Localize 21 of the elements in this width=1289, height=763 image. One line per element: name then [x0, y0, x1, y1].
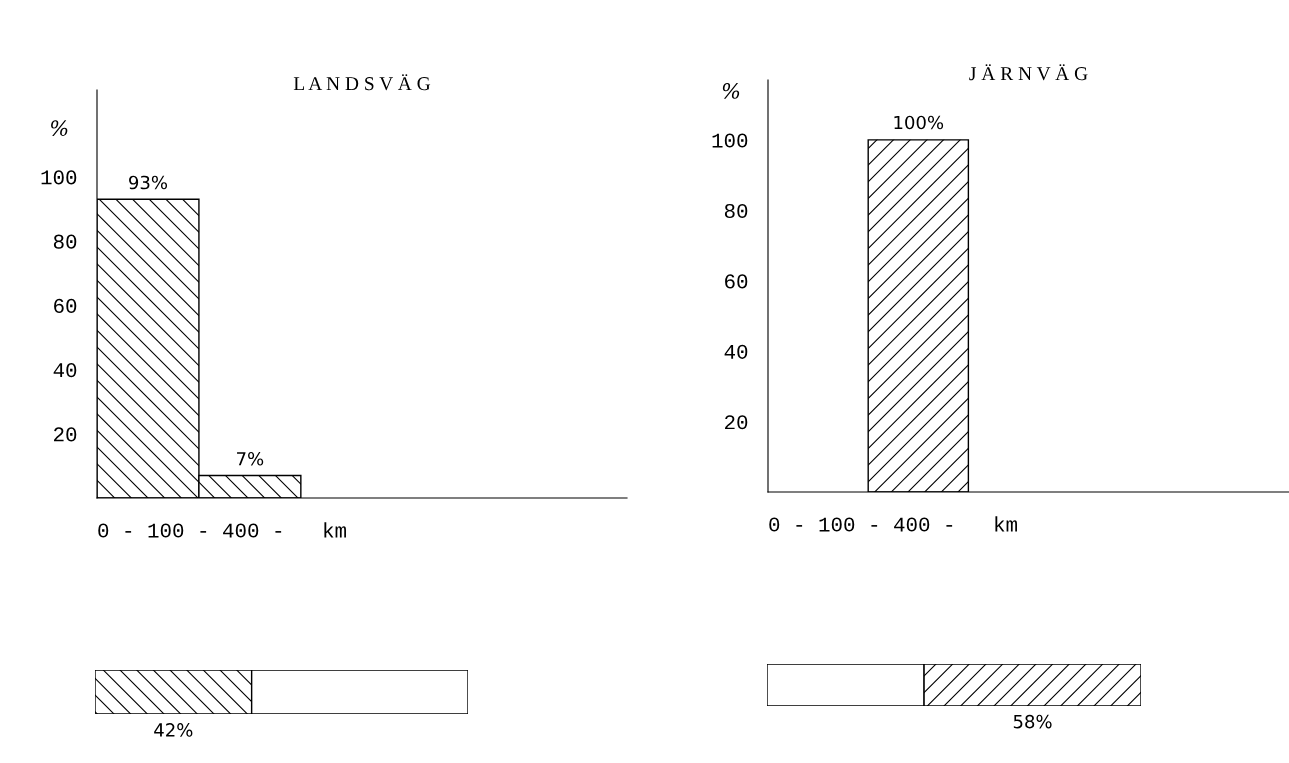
data-label: 58% — [1013, 714, 1052, 729]
y-axis-title: % — [722, 82, 740, 99]
y-axis-title: % — [51, 120, 68, 136]
y-tick-label: 80 — [724, 203, 748, 219]
x-axis-title: 0 - 100 - 400 - km — [98, 522, 346, 538]
data-label: 42% — [154, 723, 193, 737]
x-axis-title: 0 - 100 - 400 - km — [769, 516, 1017, 532]
chart-title: J Ä R N V Ä G — [969, 64, 1088, 81]
y-tick-label: 80 — [53, 234, 77, 249]
data-label: 93% — [129, 175, 168, 190]
chart-title: L A N D S V Ä G — [293, 74, 431, 91]
y-tick-label: 100 — [41, 170, 77, 185]
y-tick-label: 100 — [712, 133, 748, 148]
y-tick-label: 20 — [725, 415, 748, 430]
y-tick-label: 60 — [725, 274, 748, 289]
data-label: 100% — [894, 115, 944, 130]
y-tick-label: 20 — [54, 427, 77, 442]
data-label: 7% — [237, 451, 264, 466]
y-tick-label: 40 — [53, 363, 77, 378]
y-tick-label: 60 — [54, 298, 77, 313]
y-tick-label: 40 — [724, 344, 748, 359]
